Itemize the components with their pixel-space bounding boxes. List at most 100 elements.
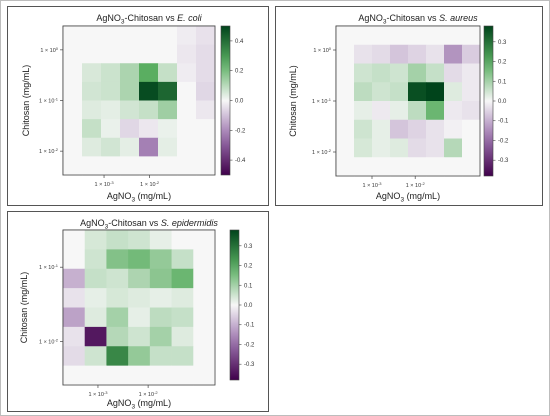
heatmap-cell: [408, 44, 427, 64]
heatmap-cell: [193, 326, 216, 347]
heatmap-cell: [63, 307, 86, 328]
heatmap-cell: [354, 157, 373, 177]
heatmap-cell: [196, 119, 216, 139]
heatmap-cell: [193, 268, 216, 289]
heatmap-cell: [372, 26, 391, 46]
heatmap-cell: [106, 307, 129, 328]
heatmap-cell: [101, 100, 121, 120]
heatmap-cell: [193, 249, 216, 270]
heatmap-cell: [106, 326, 129, 347]
heatmap-cell: [106, 230, 129, 250]
heatmap-cell: [101, 81, 121, 101]
heatmap-cell: [63, 326, 86, 347]
colorbar-tick-label: 0.0: [498, 99, 507, 105]
heatmap-cell: [372, 138, 391, 158]
heatmap-cell: [177, 156, 197, 176]
heatmap-cell: [106, 365, 129, 386]
colorbar-tick-label: -0.2: [244, 342, 255, 348]
x-axis-label: AgNO3 (mg/mL): [107, 191, 171, 204]
heatmap-cell: [128, 249, 151, 270]
heatmap-cell: [82, 156, 102, 176]
heatmap-cell: [139, 137, 159, 157]
heatmap-cell: [149, 249, 172, 270]
heatmap-cell: [120, 137, 140, 157]
heatmap-cell: [128, 230, 151, 250]
y-axis-label: Chitosan (mg/mL): [19, 272, 29, 344]
heatmap-cell: [128, 288, 151, 308]
heatmap-cell: [390, 119, 409, 139]
heatmap-cell: [120, 44, 140, 64]
heatmap-cell: [63, 365, 86, 386]
colorbar-tick-label: -0.1: [244, 323, 255, 329]
heatmap-cell: [336, 44, 355, 64]
heatmap-cell: [158, 137, 178, 157]
colorbar-tick-label: 0.1: [244, 283, 253, 289]
colorbar-tick-label: 0.1: [498, 79, 507, 85]
heatmap-cell: [444, 82, 463, 102]
heatmap-svg: AgNO3-Chitosan vs S. epidermidis 1 × 10-3…: [19, 218, 255, 411]
heatmap-cell: [177, 26, 197, 46]
heatmap-cell: [390, 101, 409, 121]
heatmap-cell: [128, 307, 151, 328]
heatmap-cell: [177, 119, 197, 139]
heatmap-cell: [196, 81, 216, 101]
heatmap-cell: [139, 100, 159, 120]
heatmap-cell: [336, 26, 355, 46]
heatmap-cell: [408, 157, 427, 177]
heatmap-cell: [177, 63, 197, 83]
heatmap-cell: [354, 26, 373, 46]
heatmap-cell: [408, 119, 427, 139]
heatmap-cell: [196, 44, 216, 64]
heatmap-cell: [128, 268, 151, 289]
heatmap-cell: [177, 100, 197, 120]
heatmap-cell: [139, 26, 159, 46]
heatmap-cell: [177, 81, 197, 101]
heatmap-cell: [158, 100, 178, 120]
heatmap-cell: [63, 156, 83, 176]
heatmap-cell: [426, 82, 445, 102]
heatmap-cell: [63, 63, 83, 83]
heatmap-cell: [193, 365, 216, 386]
heatmap-cell: [149, 326, 172, 347]
heatmap-cell: [426, 138, 445, 158]
heatmap-cell: [444, 101, 463, 121]
x-tick-label: 1 × 10-3: [362, 181, 382, 189]
heatmap-cell: [149, 268, 172, 289]
heatmap-panel-s-aureus: AgNO3-Chitosan vs S. aureus 1 × 10-3 1 × 1…: [275, 6, 543, 206]
heatmap-cell: [171, 268, 194, 289]
heatmap-cell: [63, 230, 86, 250]
heatmap-cell: [390, 82, 409, 102]
heatmap-cell: [462, 82, 481, 102]
heatmap-cell: [336, 82, 355, 102]
heatmap-cell: [372, 157, 391, 177]
heatmap-cell: [372, 63, 391, 83]
heatmap-cell: [171, 365, 194, 386]
heatmap-cell: [106, 346, 129, 367]
heatmap-cell: [196, 63, 216, 83]
heatmap-cell: [196, 137, 216, 157]
heatmap-cell: [408, 138, 427, 158]
heatmap-cell: [128, 326, 151, 347]
heatmap-cell: [193, 307, 216, 328]
colorbar-tick-label: 0.0: [244, 303, 253, 309]
heatmap-panel-s-epidermidis: AgNO3-Chitosan vs S. epidermidis 1 × 10-3…: [7, 211, 269, 412]
heatmap-cell: [390, 138, 409, 158]
heatmap-cell: [63, 288, 86, 308]
heatmap-cell: [444, 138, 463, 158]
y-tick-label: 1 × 10-2: [312, 148, 332, 156]
heatmap-cell: [82, 63, 102, 83]
heatmap-cell: [120, 81, 140, 101]
heatmap-cell: [390, 157, 409, 177]
heatmap-cell: [63, 119, 83, 139]
heatmap-cell: [426, 157, 445, 177]
heatmap-cell: [462, 101, 481, 121]
heatmap-cell: [336, 119, 355, 139]
heatmap-cell: [408, 101, 427, 121]
y-tick-label: 1 × 10-1: [39, 97, 59, 105]
heatmap-cell: [196, 26, 216, 46]
colorbar-tick-label: 0.4: [235, 39, 244, 45]
heatmap-cell: [444, 63, 463, 83]
x-tick-label: 1 × 10-2: [139, 390, 159, 398]
heatmap-cell: [139, 156, 159, 176]
y-tick-label: 1 × 100: [40, 46, 58, 54]
